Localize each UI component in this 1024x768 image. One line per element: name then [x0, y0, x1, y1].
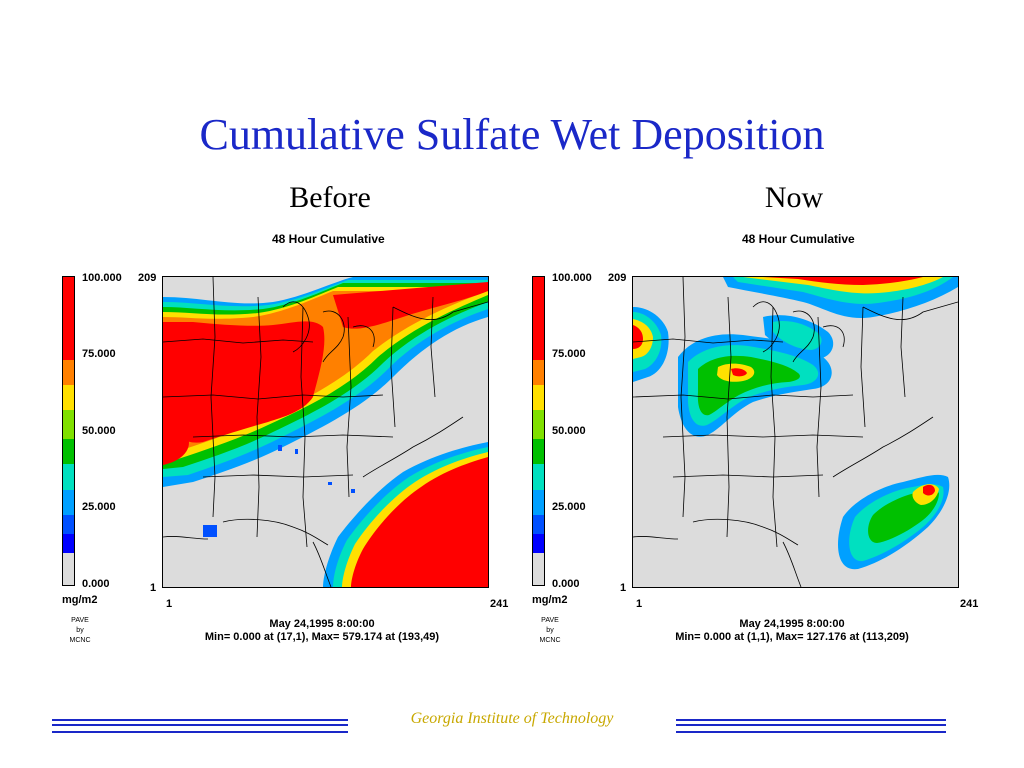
- units-label: mg/m2: [532, 594, 568, 606]
- scale-tick: 50.000: [552, 425, 586, 437]
- map-caption: May 24,1995 8:00:00 Min= 0.000 at (17,1)…: [137, 618, 507, 644]
- panel-title: 48 Hour Cumulative: [272, 232, 385, 246]
- credit-text: PAVE by MCNC: [69, 617, 91, 644]
- y-axis-top-label: 209: [138, 272, 157, 284]
- scale-tick: 100.000: [552, 272, 592, 284]
- scale-tick: 75.000: [82, 348, 116, 360]
- footer-rule-left: [52, 719, 348, 733]
- before-deposition-map: [162, 276, 489, 588]
- panel-title: 48 Hour Cumulative: [742, 232, 855, 246]
- x-axis-right-label: 241: [960, 598, 979, 610]
- min-max-readout: Min= 0.000 at (1,1), Max= 127.176 at (11…: [675, 631, 909, 643]
- scale-tick: 25.000: [552, 501, 586, 513]
- credit-text: PAVE by MCNC: [539, 617, 561, 644]
- x-axis-right-label: 241: [490, 598, 509, 610]
- footer-institution: Georgia Institute of Technology: [410, 710, 614, 727]
- x-axis-left-label: 1: [636, 598, 643, 610]
- color-scale-bar: [532, 276, 545, 586]
- before-label: Before: [289, 181, 371, 214]
- y-axis-bottom-label: 1: [620, 582, 627, 594]
- footer-rule-right: [676, 719, 946, 733]
- scale-tick: 0.000: [82, 578, 110, 590]
- now-deposition-map: [632, 276, 959, 588]
- map-caption: May 24,1995 8:00:00 Min= 0.000 at (1,1),…: [607, 618, 977, 644]
- now-panel: 48 Hour Cumulative 100.000 75.000 50.000…: [532, 228, 1002, 658]
- scale-tick: 25.000: [82, 501, 116, 513]
- scale-tick: 100.000: [82, 272, 122, 284]
- now-label: Now: [764, 181, 824, 214]
- timestamp: May 24,1995 8:00:00: [269, 618, 375, 630]
- scale-tick: 50.000: [82, 425, 116, 437]
- y-axis-top-label: 209: [608, 272, 627, 284]
- x-axis-left-label: 1: [166, 598, 173, 610]
- scale-tick: 75.000: [552, 348, 586, 360]
- before-panel: 48 Hour Cumulative 100.000 75.000 50.000…: [62, 228, 532, 658]
- slide-title: Cumulative Sulfate Wet Deposition: [199, 110, 825, 159]
- scale-tick: 0.000: [552, 578, 580, 590]
- color-scale-bar: [62, 276, 75, 586]
- min-max-readout: Min= 0.000 at (17,1), Max= 579.174 at (1…: [204, 631, 440, 643]
- units-label: mg/m2: [62, 594, 98, 606]
- timestamp: May 24,1995 8:00:00: [739, 618, 845, 630]
- y-axis-bottom-label: 1: [150, 582, 157, 594]
